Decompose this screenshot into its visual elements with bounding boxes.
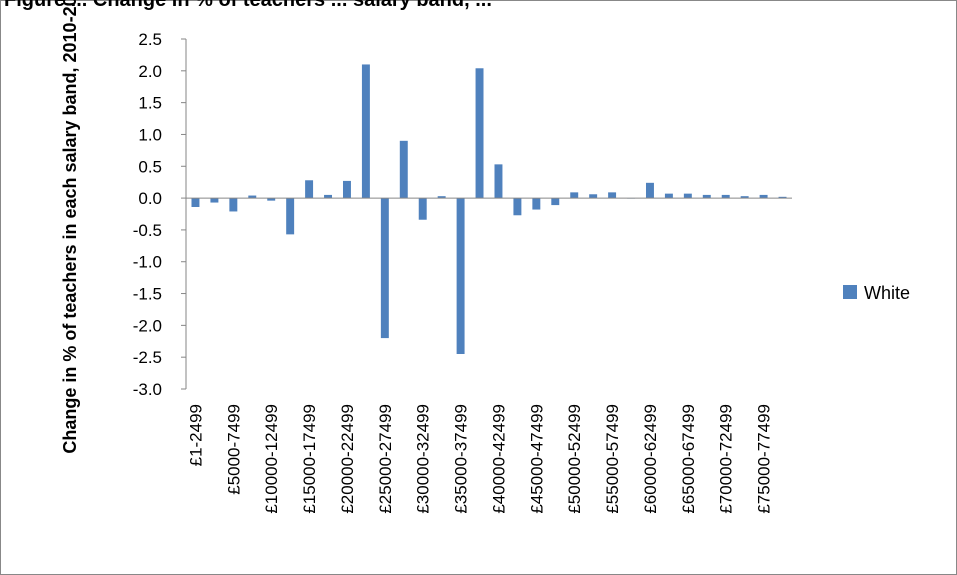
x-axis-tick-labels: £1-2499 £5000-7499 £10000-12499 £15000-1749… (186, 404, 773, 514)
bar (721, 194, 730, 199)
x-tick-label: £20000-22499 (338, 404, 357, 514)
bar (740, 196, 749, 199)
bar (664, 193, 673, 199)
y-tick-label: -0.5 (133, 221, 162, 240)
bar (418, 198, 427, 220)
bar (437, 196, 446, 199)
x-tick-label: £60000-62499 (641, 404, 660, 514)
bar (248, 195, 257, 199)
y-axis-ticks: 2.5 2.0 1.5 1.0 0.5 0.0 -0.5 -1.0 -1.5 -2.0 -2.5 -3… (133, 30, 186, 399)
bar (210, 198, 219, 203)
chart-title: Figure ... Change in % of teachers ... s… (4, 0, 492, 11)
legend-swatch (843, 285, 857, 299)
bar (532, 198, 541, 210)
y-tick-label: 1.0 (138, 125, 162, 144)
bar (778, 196, 787, 199)
y-tick-label: -2.0 (133, 316, 162, 335)
axes (185, 39, 792, 389)
bar (570, 192, 579, 199)
bar (305, 180, 314, 199)
x-tick-label: £35000-37499 (452, 404, 471, 514)
bar (608, 192, 617, 199)
bar (513, 198, 522, 216)
bar (759, 194, 768, 199)
x-tick-label: £25000-27499 (376, 404, 395, 514)
bar (229, 198, 238, 212)
y-tick-label: -2.5 (133, 348, 162, 367)
y-tick-label: 2.5 (138, 30, 162, 49)
bar (267, 198, 276, 201)
x-tick-label: £75000-77499 (755, 404, 774, 514)
bar (456, 198, 465, 354)
bar (191, 198, 200, 207)
bar (551, 198, 560, 206)
y-tick-label: 0.5 (138, 157, 162, 176)
bar (286, 198, 295, 235)
bar (380, 198, 389, 339)
bar (645, 182, 654, 199)
bar (342, 180, 351, 199)
x-tick-label: £40000-42499 (489, 404, 508, 514)
y-tick-label: -1.0 (133, 253, 162, 272)
x-tick-label: £45000-47499 (527, 404, 546, 514)
legend: White (843, 283, 910, 303)
y-axis-label: Change in % of teachers in each salary b… (60, 0, 80, 454)
x-tick-label: £70000-72499 (717, 404, 736, 514)
legend-label-white: White (864, 283, 910, 303)
bar-series (191, 64, 787, 354)
y-tick-label: 2.0 (138, 62, 162, 81)
bar (589, 194, 598, 199)
y-tick-label: -1.5 (133, 285, 162, 304)
x-tick-label: £1-2499 (186, 404, 205, 466)
bar (399, 140, 408, 199)
bar (475, 68, 484, 199)
bar (494, 164, 503, 199)
y-tick-label: -3.0 (133, 380, 162, 399)
bar (361, 64, 370, 199)
x-tick-label: £15000-17499 (300, 404, 319, 514)
x-tick-label: £30000-32499 (414, 404, 433, 514)
x-tick-label: £5000-7499 (224, 404, 243, 495)
bar (324, 194, 333, 199)
y-tick-label: 0.0 (138, 189, 162, 208)
y-tick-label: 1.5 (138, 94, 162, 113)
x-tick-label: £65000-67499 (679, 404, 698, 514)
bar (702, 194, 711, 199)
x-tick-label: £50000-52499 (565, 404, 584, 514)
x-tick-label: £10000-12499 (262, 404, 281, 514)
x-tick-label: £55000-57499 (603, 404, 622, 514)
bar (683, 193, 692, 199)
